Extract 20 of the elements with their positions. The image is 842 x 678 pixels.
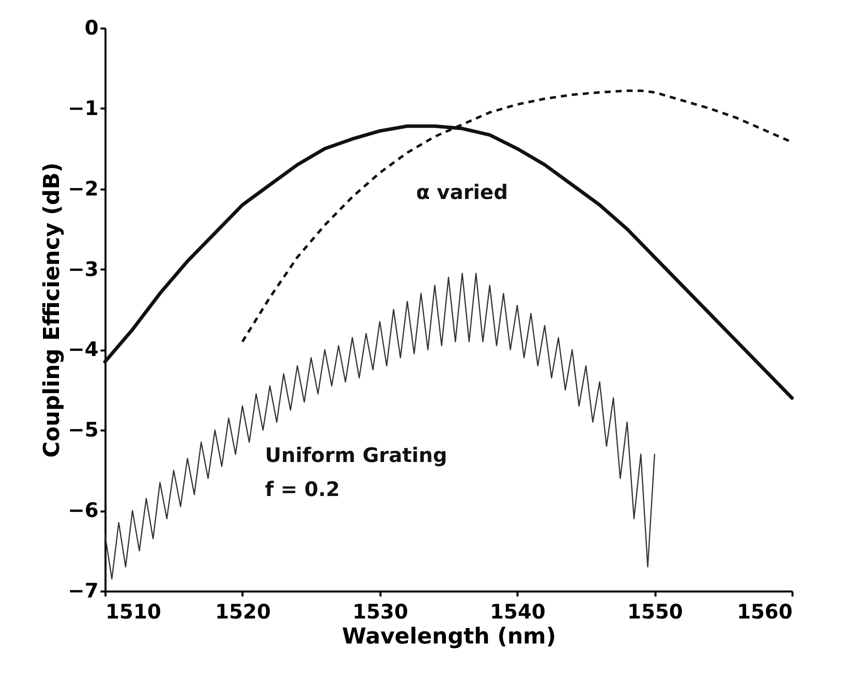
x-tick-label: 1550 — [627, 600, 683, 624]
x-axis-title: Wavelength (nm) — [342, 624, 556, 650]
y-tick-label: −3 — [68, 256, 98, 281]
line-series — [104, 272, 656, 580]
y-tick-label: −5 — [68, 418, 98, 442]
x-tick-label: 1530 — [352, 600, 408, 624]
y-tick-label: −2 — [68, 176, 98, 200]
x-tick-label: 1520 — [215, 600, 271, 624]
y-tick-label: 0 — [84, 16, 98, 40]
annotation: α varied — [416, 180, 508, 204]
y-tick-label: −6 — [68, 498, 98, 522]
annotation: f = 0.2 — [265, 477, 340, 501]
x-tick-label: 1560 — [736, 600, 792, 624]
x-tick-label: 1510 — [106, 600, 162, 624]
y-tick-label: −4 — [68, 337, 98, 362]
annotation: Uniform Grating — [265, 443, 448, 467]
y-tick-label: −7 — [68, 578, 98, 602]
y-tick-label: −1 — [68, 96, 98, 120]
y-axis-title: Coupling Efficiency (dB) — [40, 162, 65, 458]
x-tick-label: 1540 — [490, 600, 546, 624]
